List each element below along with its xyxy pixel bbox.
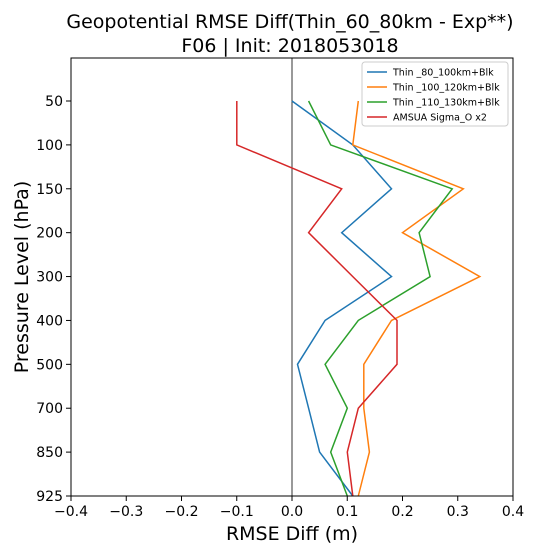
plot-area-frame	[70, 57, 514, 497]
y-axis: 50 100 150 200 300 400 500 700 850 925	[36, 94, 71, 505]
x-tick-label: 0.2	[391, 504, 413, 520]
x-tick-label: −0.1	[220, 504, 254, 520]
series-line-4	[236, 101, 398, 497]
series-line-3	[307, 100, 454, 497]
y-tick-label: 150	[36, 182, 63, 198]
x-tick-label: 0.4	[502, 504, 524, 520]
y-axis-label: Pressure Level (hPa)	[11, 181, 33, 373]
y-tick-label: 500	[36, 357, 63, 373]
y-tick-label: 925	[36, 489, 63, 505]
chart-title: Geopotential RMSE Diff(Thin_60_80km - Ex…	[66, 11, 513, 33]
x-tick-label: −0.2	[165, 504, 199, 520]
y-tick-label: 200	[36, 226, 63, 242]
x-tick-label: −0.4	[54, 504, 88, 520]
legend-label-1: Thin _80_100km+Blk	[392, 68, 494, 79]
y-tick-label: 850	[36, 445, 63, 461]
x-tick-label: −0.3	[109, 504, 143, 520]
legend-box	[361, 61, 509, 127]
legend-label-4: AMSUA Sigma_O x2	[393, 113, 487, 124]
series-line-2	[351, 100, 482, 497]
y-tick-label: 100	[36, 138, 63, 154]
x-axis: −0.4 −0.3 −0.2 −0.1 0.0 0.1 0.2 0.3 0.4	[54, 496, 524, 520]
chart-subtitle: F06 | Init: 2018053018	[181, 35, 398, 57]
y-tick-label: 50	[45, 94, 63, 110]
x-axis-label: RMSE Diff (m)	[226, 523, 358, 545]
legend-label-2: Thin _100_120km+Blk	[392, 83, 500, 94]
x-tick-label: 0.3	[447, 504, 469, 520]
x-tick-label: 0.1	[336, 504, 358, 520]
legend: Thin _80_100km+Blk Thin _100_120km+Blk Thi…	[361, 61, 509, 127]
x-tick-label: 0.0	[281, 504, 303, 520]
y-tick-label: 300	[36, 270, 63, 286]
legend-label-3: Thin _110_130km+Blk	[392, 98, 500, 109]
series-line-1	[291, 100, 393, 497]
series-group	[236, 100, 482, 497]
y-tick-label: 400	[36, 313, 63, 329]
y-tick-label: 700	[36, 401, 63, 417]
